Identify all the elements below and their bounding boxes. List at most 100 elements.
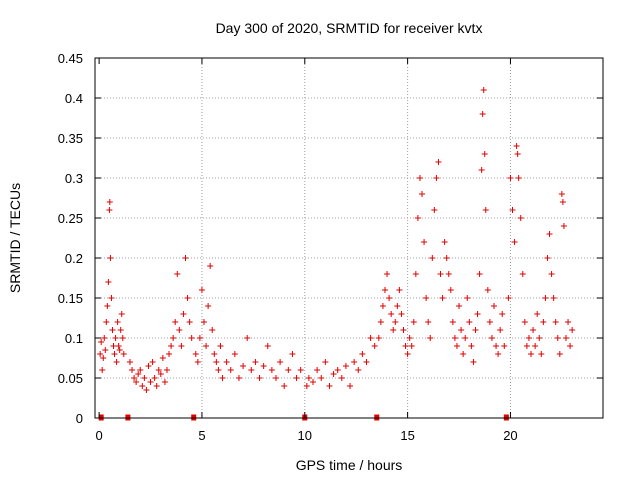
x-tick-labels: 0 5 10 15 20 [95, 428, 517, 443]
data-point [569, 327, 576, 333]
data-point [184, 295, 191, 301]
data-point [213, 359, 220, 365]
data-point [371, 343, 378, 349]
data-point [392, 319, 399, 325]
data-point [462, 335, 469, 341]
data-point [105, 279, 112, 285]
data-point [559, 199, 566, 205]
y-tick-labels: 0 0.05 0.1 0.15 0.2 0.25 0.3 0.35 0.4 0.45 [58, 51, 83, 426]
data-point [476, 271, 483, 277]
data-point [482, 207, 489, 213]
y-tick-label: 0.05 [58, 371, 83, 386]
data-point [412, 271, 419, 277]
data-point [161, 379, 168, 385]
data-point [538, 351, 545, 357]
data-point [530, 327, 537, 333]
data-point [410, 319, 417, 325]
data-point [404, 351, 411, 357]
data-point [363, 359, 370, 365]
data-point [480, 87, 487, 93]
data-point [347, 383, 354, 389]
y-tick-label: 0.2 [65, 251, 83, 266]
data-point [474, 311, 481, 317]
data-point [97, 351, 104, 357]
data-point [398, 311, 405, 317]
plot-frame [94, 57, 604, 419]
y-axis-label: SRMTID / TECUs [7, 183, 23, 293]
data-point [174, 271, 181, 277]
data-point [151, 375, 158, 381]
data-point [379, 303, 386, 309]
data-point [227, 367, 234, 373]
data-point [433, 175, 440, 181]
data-point [425, 319, 432, 325]
data-point [532, 343, 539, 349]
data-point [314, 367, 321, 373]
data-point [421, 239, 428, 245]
data-point [499, 311, 506, 317]
x-tick-label: 0 [95, 428, 102, 443]
data-point [390, 327, 397, 333]
data-point [102, 347, 109, 353]
data-point [98, 339, 105, 345]
data-point [141, 375, 148, 381]
data-point [495, 351, 502, 357]
data-point [513, 143, 520, 149]
data-point [536, 335, 543, 341]
data-point [445, 271, 452, 277]
grid-lines [95, 58, 603, 418]
y-tick-label: 0.15 [58, 291, 83, 306]
data-point [511, 239, 518, 245]
data-point [198, 287, 205, 293]
axis-ticks [95, 57, 603, 419]
data-point [120, 351, 127, 357]
data-point [139, 383, 146, 389]
data-point [176, 327, 183, 333]
data-point [240, 363, 247, 369]
data-point [451, 335, 458, 341]
data-point [449, 319, 456, 325]
data-point [135, 371, 142, 377]
y-tick-label: 0.3 [65, 171, 83, 186]
data-point [427, 335, 434, 341]
data-point [377, 319, 384, 325]
x-axis-label: GPS time / hours [296, 457, 403, 473]
data-point [466, 319, 473, 325]
data-point [388, 311, 395, 317]
data-point [470, 359, 477, 365]
data-point [552, 319, 559, 325]
data-point [334, 367, 341, 373]
data-point [268, 367, 275, 373]
data-point [205, 303, 212, 309]
data-point [201, 319, 208, 325]
data-point [338, 375, 345, 381]
data-point [149, 359, 156, 365]
data-point [196, 335, 203, 341]
data-point [217, 343, 224, 349]
data-point [441, 239, 448, 245]
data-point [305, 375, 312, 381]
data-point [277, 359, 284, 365]
data-point [505, 295, 512, 301]
data-point [194, 359, 201, 365]
data-point [180, 311, 187, 317]
data-point [523, 343, 530, 349]
data-point [514, 151, 521, 157]
data-point [182, 255, 189, 261]
data-point [402, 343, 409, 349]
data-point [408, 343, 415, 349]
y-tick-label: 0.4 [65, 91, 83, 106]
data-point [414, 215, 421, 221]
data-point [431, 207, 438, 213]
data-point [453, 343, 460, 349]
data-point [111, 351, 118, 357]
data-point [458, 327, 465, 333]
data-points [97, 87, 576, 393]
data-point [419, 191, 426, 197]
data-point [178, 343, 185, 349]
data-point [99, 367, 106, 373]
data-point [396, 287, 403, 293]
data-point [168, 343, 175, 349]
data-point [186, 319, 193, 325]
